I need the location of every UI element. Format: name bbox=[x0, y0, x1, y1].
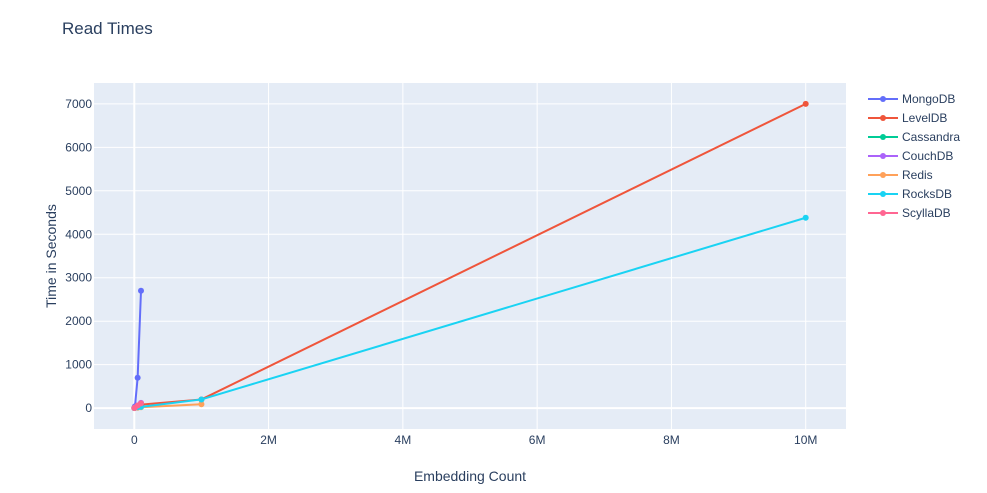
y-tick-label: 7000 bbox=[65, 97, 92, 111]
y-tick-label: 5000 bbox=[65, 184, 92, 198]
x-tick-label: 8M bbox=[663, 433, 680, 447]
y-tick-label: 1000 bbox=[65, 358, 92, 372]
legend-item[interactable]: Cassandra bbox=[868, 130, 960, 144]
legend-swatch-marker bbox=[880, 115, 886, 121]
data-point bbox=[802, 214, 809, 221]
legend-swatch-marker bbox=[880, 134, 886, 140]
legend-item[interactable]: CouchDB bbox=[868, 149, 953, 163]
legend-swatch-marker bbox=[880, 191, 886, 197]
x-axis-title: Embedding Count bbox=[414, 468, 526, 484]
x-tick-label: 6M bbox=[529, 433, 546, 447]
plot-area bbox=[94, 83, 846, 429]
legend-swatch-marker bbox=[880, 153, 886, 159]
data-point bbox=[134, 374, 141, 381]
legend-item[interactable]: Redis bbox=[868, 168, 933, 182]
legend-item[interactable]: RocksDB bbox=[868, 187, 952, 201]
data-point bbox=[138, 400, 144, 407]
legend: MongoDB LevelDB Cassandra CouchDB Redis Rocks… bbox=[868, 92, 960, 220]
data-point bbox=[802, 100, 809, 107]
series-scylladb bbox=[131, 400, 144, 412]
legend-label: ScyllaDB bbox=[902, 206, 951, 220]
y-tick-label: 6000 bbox=[65, 140, 92, 154]
y-tick-label: 0 bbox=[85, 401, 92, 415]
legend-swatch-marker bbox=[880, 96, 886, 102]
data-point bbox=[138, 287, 144, 294]
legend-label: RocksDB bbox=[902, 187, 952, 201]
legend-label: Redis bbox=[902, 168, 933, 182]
x-tick-label: 10M bbox=[794, 433, 817, 447]
x-tick-label: 0 bbox=[131, 433, 138, 447]
data-point bbox=[198, 396, 205, 403]
legend-item[interactable]: ScyllaDB bbox=[868, 206, 951, 220]
data-point bbox=[198, 401, 205, 408]
y-axis-title: Time in Seconds bbox=[43, 204, 59, 308]
y-tick-label: 2000 bbox=[65, 314, 92, 328]
legend-item[interactable]: MongoDB bbox=[868, 92, 955, 106]
legend-label: CouchDB bbox=[902, 149, 953, 163]
y-tick-label: 4000 bbox=[65, 227, 92, 241]
x-tick-label: 4M bbox=[395, 433, 412, 447]
y-tick-label: 3000 bbox=[65, 271, 92, 285]
tick-labels: 0 1000 2000 3000 4000 5000 6000 7000 0 2M 4M 6M 8M 10… bbox=[65, 97, 817, 447]
grid bbox=[94, 83, 846, 429]
legend-label: MongoDB bbox=[902, 92, 955, 106]
legend-label: LevelDB bbox=[902, 111, 947, 125]
legend-item[interactable]: LevelDB bbox=[868, 111, 947, 125]
legend-swatch-marker bbox=[880, 210, 886, 216]
chart-title: Read Times bbox=[62, 19, 153, 38]
legend-label: Cassandra bbox=[902, 130, 960, 144]
x-tick-label: 2M bbox=[260, 433, 277, 447]
series-layer bbox=[131, 100, 809, 412]
legend-swatch-marker bbox=[880, 172, 886, 178]
